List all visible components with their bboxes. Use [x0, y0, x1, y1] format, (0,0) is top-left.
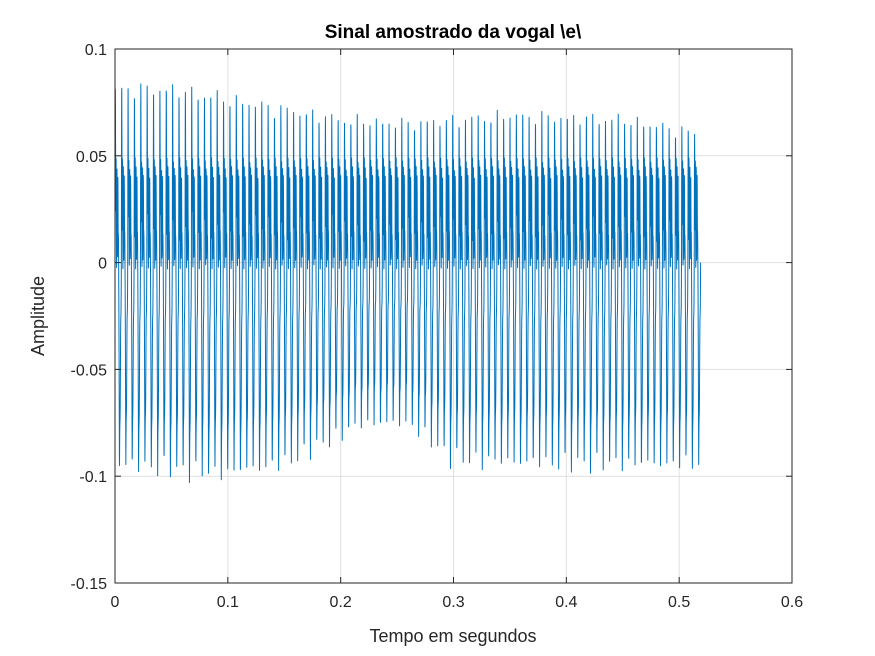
- y-tick-label: -0.15: [71, 576, 108, 593]
- x-tick-label: 0: [111, 594, 120, 611]
- signal-line: [114, 83, 702, 484]
- x-tick-label: 0.6: [781, 594, 803, 611]
- x-axis-label: Tempo em segundos: [369, 626, 536, 646]
- x-tick-label: 0.2: [330, 594, 352, 611]
- chart-title: Sinal amostrado da vogal \e\: [325, 22, 582, 43]
- y-tick-label: 0: [98, 256, 107, 273]
- y-tick-label: 0.1: [85, 42, 107, 59]
- x-tick-label: 0.5: [668, 594, 690, 611]
- x-tick-label: 0.4: [555, 594, 577, 611]
- y-tick-labels: -0.15 -0.1 -0.05 0 0.05 0.1: [71, 42, 108, 593]
- y-axis-label: Amplitude: [28, 276, 48, 356]
- y-tick-label: 0.05: [76, 149, 107, 166]
- ticks: [114, 48, 793, 584]
- x-tick-label: 0.3: [442, 594, 464, 611]
- series-layer: [114, 83, 702, 484]
- x-tick-labels: 0 0.1 0.2 0.3 0.4 0.5 0.6: [111, 594, 804, 611]
- x-tick-label: 0.1: [217, 594, 239, 611]
- y-tick-label: -0.05: [71, 362, 108, 379]
- y-tick-label: -0.1: [79, 469, 107, 486]
